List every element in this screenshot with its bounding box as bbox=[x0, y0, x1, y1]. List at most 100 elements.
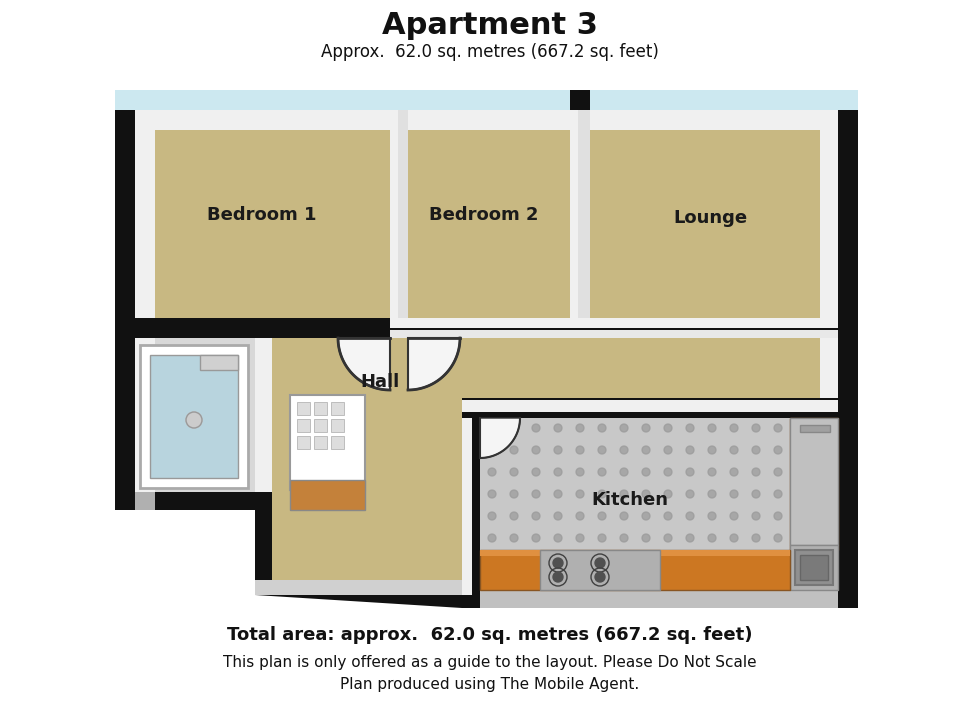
Polygon shape bbox=[390, 110, 400, 318]
Circle shape bbox=[708, 578, 716, 586]
Polygon shape bbox=[408, 338, 460, 390]
Polygon shape bbox=[314, 436, 327, 449]
Text: Kitchen: Kitchen bbox=[592, 491, 668, 509]
Circle shape bbox=[818, 578, 826, 586]
Polygon shape bbox=[790, 418, 838, 545]
Circle shape bbox=[576, 468, 584, 476]
Circle shape bbox=[708, 424, 716, 432]
Circle shape bbox=[774, 446, 782, 454]
Polygon shape bbox=[820, 110, 838, 398]
Circle shape bbox=[664, 490, 672, 498]
Circle shape bbox=[510, 556, 518, 564]
Circle shape bbox=[598, 556, 606, 564]
Circle shape bbox=[554, 556, 562, 564]
Polygon shape bbox=[462, 418, 472, 595]
Polygon shape bbox=[135, 110, 838, 595]
Circle shape bbox=[510, 446, 518, 454]
Polygon shape bbox=[480, 550, 790, 556]
Circle shape bbox=[620, 534, 628, 542]
Circle shape bbox=[642, 556, 650, 564]
Circle shape bbox=[686, 578, 694, 586]
Circle shape bbox=[752, 534, 760, 542]
Circle shape bbox=[752, 578, 760, 586]
Polygon shape bbox=[290, 395, 365, 490]
Polygon shape bbox=[314, 402, 327, 415]
Circle shape bbox=[730, 468, 738, 476]
Circle shape bbox=[818, 512, 826, 520]
Circle shape bbox=[532, 556, 540, 564]
Circle shape bbox=[708, 490, 716, 498]
Polygon shape bbox=[480, 418, 838, 590]
Circle shape bbox=[730, 490, 738, 498]
Circle shape bbox=[730, 556, 738, 564]
Circle shape bbox=[774, 512, 782, 520]
Polygon shape bbox=[462, 400, 838, 412]
Polygon shape bbox=[800, 425, 830, 432]
Polygon shape bbox=[462, 400, 838, 418]
Polygon shape bbox=[331, 436, 344, 449]
Polygon shape bbox=[800, 555, 828, 580]
Circle shape bbox=[642, 534, 650, 542]
Circle shape bbox=[752, 468, 760, 476]
Circle shape bbox=[642, 446, 650, 454]
Polygon shape bbox=[462, 418, 480, 595]
Polygon shape bbox=[338, 338, 390, 390]
Circle shape bbox=[532, 534, 540, 542]
Circle shape bbox=[576, 512, 584, 520]
Polygon shape bbox=[540, 550, 660, 590]
Circle shape bbox=[576, 424, 584, 432]
Text: Hall: Hall bbox=[361, 373, 400, 391]
Circle shape bbox=[488, 556, 496, 564]
Text: Plan produced using The Mobile Agent.: Plan produced using The Mobile Agent. bbox=[340, 678, 640, 693]
Circle shape bbox=[598, 490, 606, 498]
Circle shape bbox=[186, 412, 202, 428]
Polygon shape bbox=[578, 110, 590, 318]
Polygon shape bbox=[140, 345, 248, 488]
Circle shape bbox=[620, 556, 628, 564]
Circle shape bbox=[532, 424, 540, 432]
Circle shape bbox=[796, 446, 804, 454]
Circle shape bbox=[752, 490, 760, 498]
Circle shape bbox=[708, 556, 716, 564]
Circle shape bbox=[620, 446, 628, 454]
Circle shape bbox=[774, 490, 782, 498]
Circle shape bbox=[730, 424, 738, 432]
Circle shape bbox=[554, 490, 562, 498]
Polygon shape bbox=[390, 330, 838, 338]
Circle shape bbox=[686, 512, 694, 520]
Circle shape bbox=[730, 578, 738, 586]
Circle shape bbox=[576, 490, 584, 498]
Circle shape bbox=[488, 490, 496, 498]
Circle shape bbox=[774, 534, 782, 542]
Polygon shape bbox=[790, 418, 838, 550]
Circle shape bbox=[532, 490, 540, 498]
Circle shape bbox=[796, 468, 804, 476]
Circle shape bbox=[664, 424, 672, 432]
Circle shape bbox=[642, 578, 650, 586]
Text: Lounge: Lounge bbox=[673, 209, 747, 227]
Polygon shape bbox=[255, 338, 272, 492]
Circle shape bbox=[598, 534, 606, 542]
Circle shape bbox=[664, 468, 672, 476]
Circle shape bbox=[752, 424, 760, 432]
Circle shape bbox=[532, 468, 540, 476]
Circle shape bbox=[598, 512, 606, 520]
Circle shape bbox=[554, 424, 562, 432]
Circle shape bbox=[708, 534, 716, 542]
Polygon shape bbox=[290, 480, 365, 510]
Polygon shape bbox=[790, 545, 838, 590]
Text: Bedroom 1: Bedroom 1 bbox=[207, 206, 317, 224]
Circle shape bbox=[598, 468, 606, 476]
Circle shape bbox=[818, 534, 826, 542]
Circle shape bbox=[488, 512, 496, 520]
Circle shape bbox=[774, 578, 782, 586]
Text: Apartment 3: Apartment 3 bbox=[382, 11, 598, 39]
Circle shape bbox=[642, 512, 650, 520]
Circle shape bbox=[796, 534, 804, 542]
Circle shape bbox=[752, 556, 760, 564]
Circle shape bbox=[686, 534, 694, 542]
Circle shape bbox=[686, 490, 694, 498]
Circle shape bbox=[553, 572, 563, 582]
Text: Approx.  62.0 sq. metres (667.2 sq. feet): Approx. 62.0 sq. metres (667.2 sq. feet) bbox=[321, 43, 659, 61]
Circle shape bbox=[818, 424, 826, 432]
